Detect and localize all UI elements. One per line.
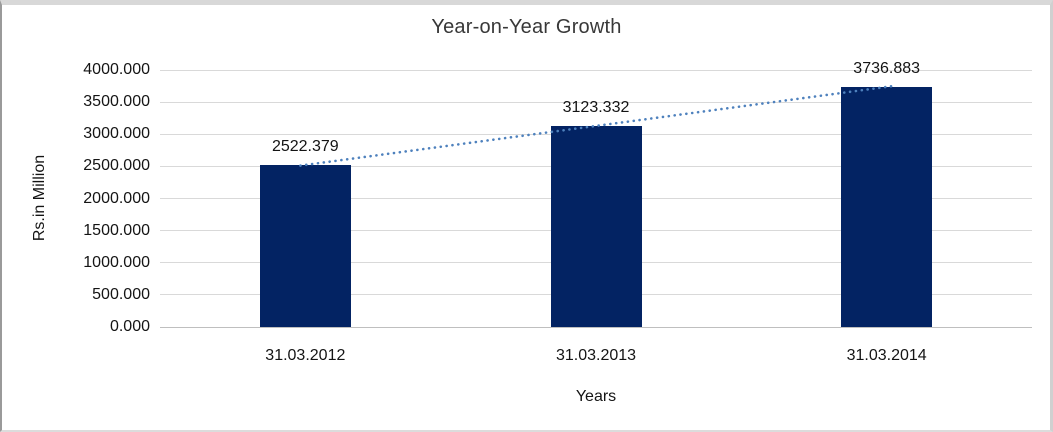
y-tick-label: 2500.000: [83, 157, 150, 175]
y-tick-label: 2000.000: [83, 189, 150, 207]
bar-value-label: 3736.883: [853, 59, 921, 77]
x-axis-line: [160, 326, 1032, 328]
y-tick-label: 3500.000: [83, 93, 150, 111]
y-tick-label: 4000.000: [83, 61, 150, 78]
y-tick-label: 1000.000: [83, 253, 150, 271]
bar-value-label: 3123.332: [562, 99, 630, 117]
bar-value-label: 2522.379: [271, 137, 339, 155]
bar: [259, 164, 351, 327]
x-tick-label: 31.03.2014: [846, 347, 927, 364]
y-tick-label: 500.000: [92, 285, 150, 303]
bar: [841, 86, 933, 327]
y-tick-label: 1500.000: [83, 221, 150, 239]
bar: [550, 126, 642, 327]
gridline: [160, 69, 1032, 71]
y-tick-label: 0.000: [109, 318, 150, 335]
x-tick-label: 31.03.2013: [555, 347, 637, 364]
y-axis-title: Rs.in Million: [31, 154, 48, 242]
x-axis-title: Years: [575, 388, 617, 405]
y-tick-label: 3000.000: [83, 125, 150, 143]
chart-title: Year-on-Year Growth: [431, 16, 622, 38]
x-tick-label: 31.03.2012: [265, 347, 346, 364]
